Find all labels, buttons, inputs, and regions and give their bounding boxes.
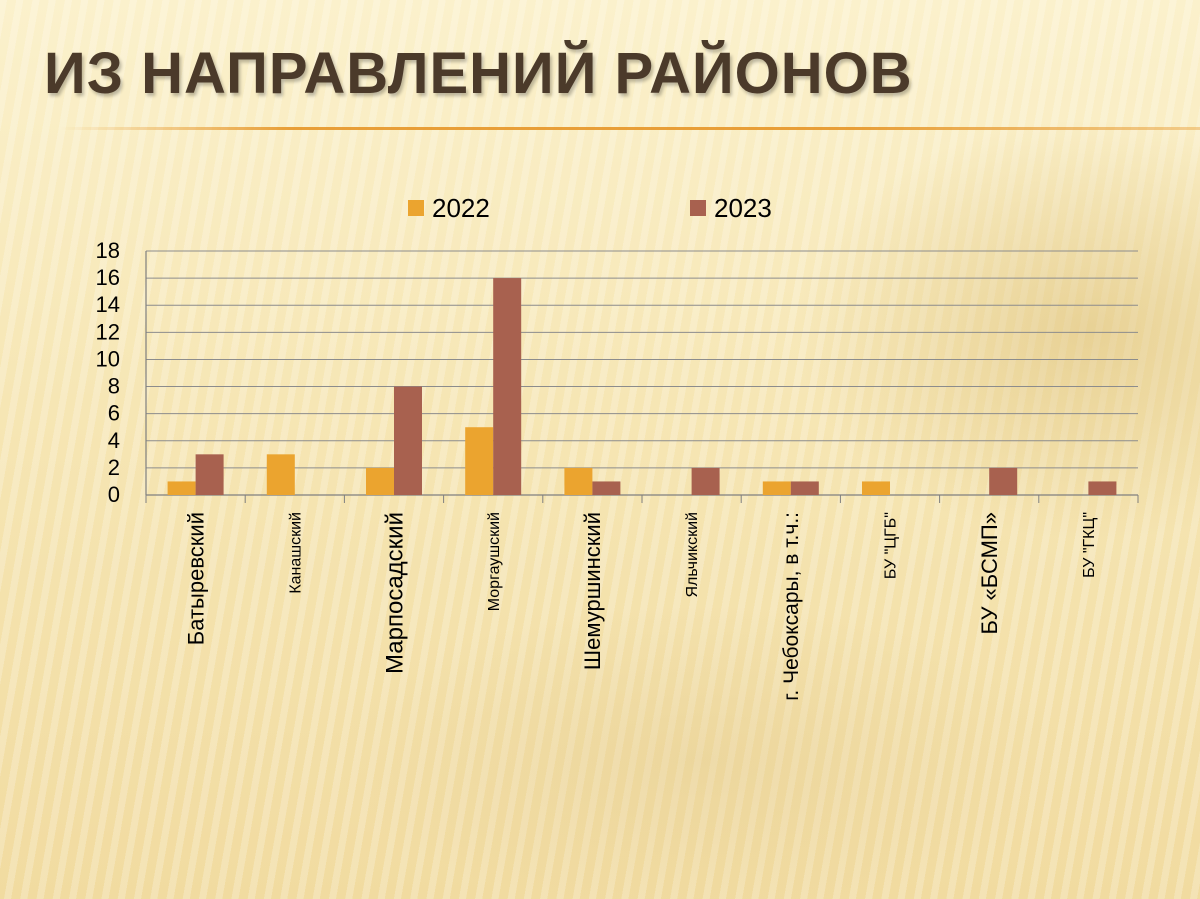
x-category-label: БУ "ГКЦ"	[1081, 512, 1098, 578]
x-category-label: БУ "ЦГБ"	[883, 512, 900, 579]
bar-2022-7	[862, 481, 890, 495]
slide-title: Из направлений районов	[44, 41, 913, 106]
legend-label: 2023	[714, 193, 772, 223]
bar-2023-2	[394, 386, 422, 495]
bar-2022-2	[366, 467, 394, 495]
y-tick-label: 8	[108, 374, 120, 399]
y-tick-label: 10	[96, 346, 120, 371]
y-tick-label: 14	[96, 292, 120, 317]
bar-2022-4	[564, 467, 593, 495]
bar-2023-9	[1088, 481, 1117, 495]
bar-2023-4	[592, 481, 621, 495]
x-category-label: Батыревский	[183, 512, 208, 645]
y-tick-label: 6	[108, 401, 120, 426]
x-category-label: Канашский	[287, 512, 304, 594]
bar-2023-3	[493, 278, 522, 495]
bar-2022-3	[465, 427, 494, 495]
bar-2022-6	[762, 481, 791, 495]
y-tick-label: 18	[96, 238, 120, 263]
legend-swatch-2023	[690, 200, 706, 216]
x-category-label: Яльчикский	[684, 512, 701, 597]
title-underline	[60, 127, 1200, 130]
y-tick-label: 16	[96, 265, 120, 290]
legend-swatch-2022	[408, 200, 424, 216]
bar-2022-0	[167, 481, 196, 495]
y-tick-label: 4	[108, 428, 120, 453]
y-tick-label: 2	[108, 455, 120, 480]
y-tick-label: 0	[108, 482, 120, 507]
bar-2023-5	[691, 467, 720, 495]
bar-2022-1	[266, 454, 295, 495]
x-category-label: Шемуршинский	[580, 512, 605, 670]
y-tick-label: 12	[96, 319, 120, 344]
bar-2023-0	[195, 454, 224, 495]
x-category-label: БУ «БСМП»	[977, 512, 1002, 634]
x-category-label: Марпосадский	[381, 512, 408, 674]
x-category-label: Моргаушский	[486, 512, 503, 611]
bar-2023-8	[989, 467, 1018, 495]
legend-label: 2022	[432, 193, 490, 223]
x-category-label: г. Чебоксары, в т.ч.:	[780, 512, 803, 701]
bar-2023-6	[790, 481, 819, 495]
